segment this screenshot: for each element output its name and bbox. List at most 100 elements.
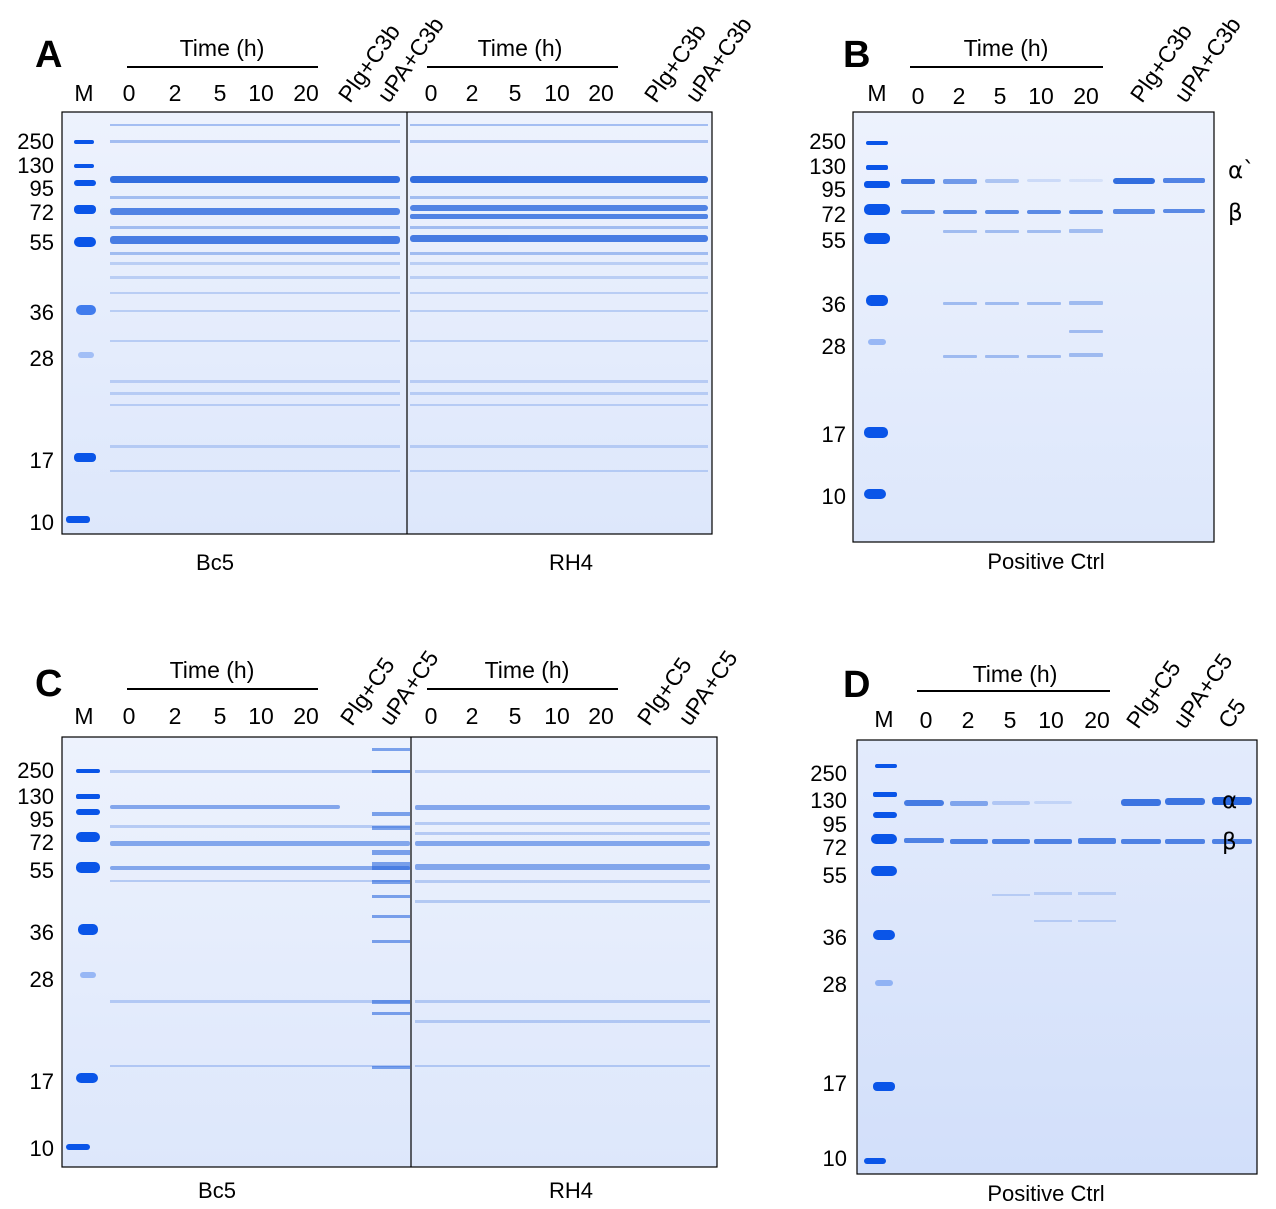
mw-label: 17 bbox=[823, 1071, 847, 1096]
sample-band bbox=[1078, 838, 1116, 844]
sample-band bbox=[410, 252, 708, 255]
mw-label: 130 bbox=[17, 153, 54, 178]
sample-band bbox=[1078, 920, 1116, 922]
marker-band bbox=[866, 165, 888, 170]
time-label: 20 bbox=[293, 703, 319, 729]
sample-band bbox=[110, 866, 410, 870]
time-label: 2 bbox=[962, 707, 975, 733]
panel-a: A M Time (h) Time (h) 0 2 5 10 20 0 2 5 … bbox=[17, 12, 757, 575]
sample-band bbox=[372, 880, 410, 884]
sample-band bbox=[904, 838, 944, 843]
time-labels-left: 0 2 5 10 20 bbox=[123, 80, 319, 106]
time-label: 2 bbox=[953, 83, 966, 109]
sample-band bbox=[372, 895, 410, 898]
sample-band bbox=[415, 1065, 710, 1067]
gel-caption: Positive Ctrl bbox=[987, 1181, 1104, 1206]
time-label: 5 bbox=[1004, 707, 1017, 733]
sample-band bbox=[372, 826, 410, 830]
time-label: 20 bbox=[293, 80, 319, 106]
sample-band bbox=[1163, 209, 1205, 213]
sample-band bbox=[410, 226, 708, 229]
marker-band bbox=[864, 204, 890, 215]
time-label: 5 bbox=[214, 80, 227, 106]
band-label-alpha-prime: α` bbox=[1228, 158, 1255, 184]
sample-band bbox=[1069, 210, 1103, 214]
sample-band bbox=[415, 805, 710, 810]
sample-band bbox=[901, 179, 935, 184]
mw-label: 95 bbox=[30, 176, 54, 201]
sample-band bbox=[1069, 179, 1103, 182]
sample-lanes bbox=[110, 748, 710, 1069]
sample-band bbox=[110, 1065, 410, 1067]
sample-band bbox=[1069, 229, 1103, 233]
sample-band bbox=[985, 179, 1019, 183]
marker-band bbox=[76, 862, 100, 873]
marker-band bbox=[74, 180, 96, 186]
sample-band bbox=[1069, 301, 1103, 305]
sample-band bbox=[950, 801, 988, 806]
mw-label: 10 bbox=[30, 1136, 54, 1161]
marker-lane bbox=[66, 769, 100, 1150]
sample-band bbox=[372, 1000, 410, 1004]
gel-caption: RH4 bbox=[549, 1178, 593, 1203]
sample-band bbox=[110, 252, 400, 255]
time-label: 10 bbox=[544, 703, 570, 729]
marker-band bbox=[871, 834, 897, 844]
sample-band bbox=[1113, 178, 1155, 184]
marker-band bbox=[66, 1144, 90, 1150]
sample-band bbox=[110, 276, 400, 279]
mw-label: 10 bbox=[823, 1146, 847, 1171]
dense-lane-upa bbox=[372, 748, 410, 1069]
sample-band bbox=[110, 404, 400, 406]
sample-band bbox=[372, 1012, 410, 1015]
sample-band bbox=[110, 841, 410, 846]
marker-band bbox=[875, 980, 893, 986]
time-label: 5 bbox=[214, 703, 227, 729]
gel-caption: Bc5 bbox=[196, 550, 234, 575]
sample-band bbox=[1027, 210, 1061, 214]
marker-band bbox=[76, 794, 100, 799]
time-label: 20 bbox=[588, 703, 614, 729]
sample-band bbox=[415, 832, 710, 835]
mw-label: 250 bbox=[17, 129, 54, 154]
mw-label: 28 bbox=[822, 334, 846, 359]
sample-band bbox=[110, 392, 400, 395]
sample-lanes bbox=[110, 124, 708, 472]
mw-label: 36 bbox=[30, 300, 54, 325]
gel-caption: RH4 bbox=[549, 550, 593, 575]
mw-label: 55 bbox=[823, 863, 847, 888]
sample-band bbox=[410, 176, 708, 183]
time-label: 0 bbox=[912, 83, 925, 109]
sample-band bbox=[1027, 302, 1061, 305]
marker-band bbox=[74, 237, 96, 247]
sample-band bbox=[1034, 920, 1072, 922]
sample-band bbox=[1027, 230, 1061, 233]
sample-band bbox=[410, 124, 708, 126]
sample-band bbox=[372, 915, 410, 918]
band-label-beta: β bbox=[1222, 829, 1237, 855]
mw-label: 95 bbox=[822, 177, 846, 202]
mw-label: 36 bbox=[822, 292, 846, 317]
mw-label: 130 bbox=[809, 154, 846, 179]
sample-band bbox=[110, 208, 400, 215]
mw-label: 28 bbox=[823, 972, 847, 997]
sample-band bbox=[943, 302, 977, 305]
mw-label: 17 bbox=[822, 422, 846, 447]
sample-band bbox=[410, 140, 708, 143]
band-label-beta: β bbox=[1228, 200, 1243, 226]
sample-band bbox=[943, 210, 977, 214]
sample-band bbox=[410, 392, 708, 395]
sample-band bbox=[415, 864, 710, 870]
sample-band bbox=[372, 1066, 410, 1069]
sample-band bbox=[110, 770, 410, 773]
marker-lane-label: M bbox=[867, 80, 886, 106]
mw-label: 250 bbox=[809, 129, 846, 154]
time-caption-left: Time (h) bbox=[180, 35, 265, 61]
time-label: 20 bbox=[588, 80, 614, 106]
panel-letter: C bbox=[35, 663, 62, 705]
marker-band bbox=[868, 339, 886, 345]
time-label: 10 bbox=[1028, 83, 1054, 109]
time-label: 10 bbox=[544, 80, 570, 106]
time-label: 5 bbox=[509, 703, 522, 729]
sample-band bbox=[1165, 798, 1205, 805]
